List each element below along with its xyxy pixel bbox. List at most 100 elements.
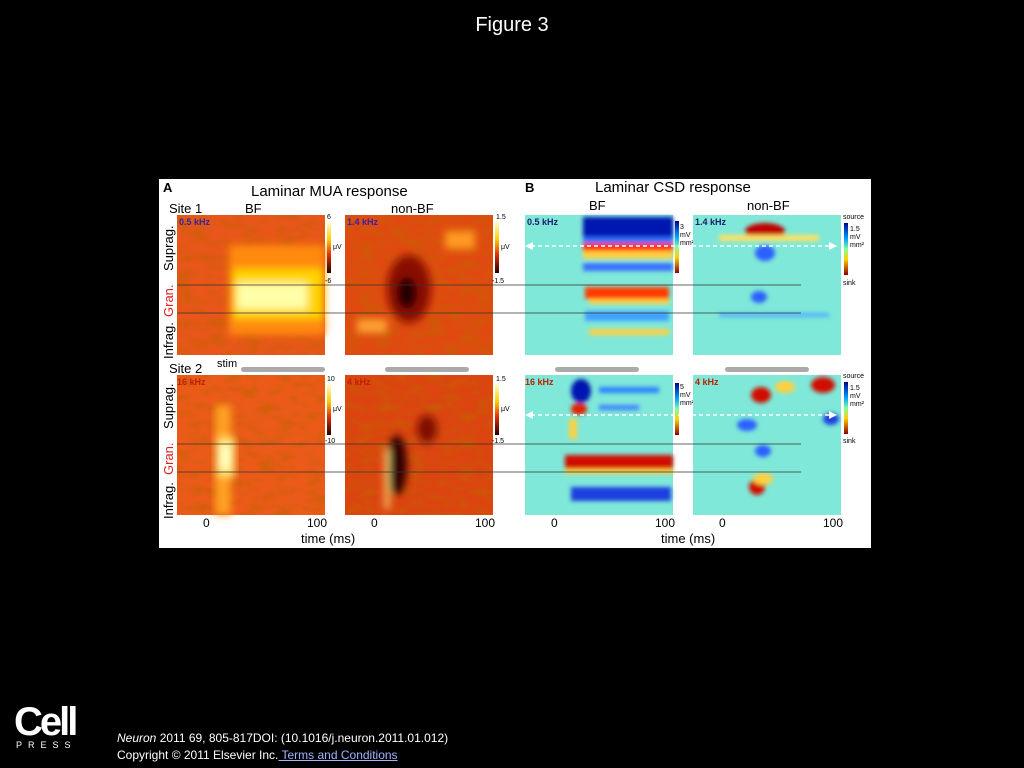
colorbar-min: -6 <box>325 278 331 285</box>
granular-boundary-lines <box>177 284 801 473</box>
colorbar-value: 1.5 <box>850 226 860 233</box>
colorbar-min: -1.5 <box>492 278 504 285</box>
colorbar-unit-denominator: mm² <box>850 242 865 249</box>
csd-dashed-arrows <box>531 245 831 416</box>
mua-heatmap-site2-nonbf: 4 kHz <box>345 375 493 515</box>
colorbar-source-label: source <box>843 214 864 221</box>
citation: Neuron 2011 69, 805-817DOI: (10.1016/j.n… <box>117 731 448 745</box>
layer-infragranular-label: Infrag. <box>161 322 176 359</box>
colorbar-unit-denominator: mm² <box>680 400 695 407</box>
mua-freq-label: 16 kHz <box>177 377 206 387</box>
colorbar-sink-label: sink <box>843 438 856 445</box>
csd-colorbar-site1-nonbf: source 1.5 mV mm² sink <box>843 214 865 287</box>
panel-a-title: Laminar MUA response <box>251 183 408 200</box>
panel-b-nonbf-heading: non-BF <box>747 198 790 213</box>
x-tick-label: 100 <box>655 516 675 530</box>
stim-bar <box>725 367 809 372</box>
stim-bar <box>385 367 469 372</box>
csd-heatmap-site2-nonbf: 4 kHz <box>693 375 841 515</box>
csd-colorbar-site2-bf: 5 mV mm² <box>675 383 695 435</box>
slide-title: Figure 3 <box>475 14 549 36</box>
x-axis-title: time (ms) <box>301 531 355 546</box>
colorbar-unit: mV <box>680 392 691 399</box>
colorbar-min: -1.5 <box>492 438 504 445</box>
x-axis-title: time (ms) <box>661 531 715 546</box>
colorbar-value: 1.5 <box>850 385 860 392</box>
panel-b-bf-heading: BF <box>589 198 606 213</box>
panel-a-x-axis: 0 100 0 100 time (ms) <box>203 516 495 546</box>
layer-granular-label: Gran. <box>161 442 176 475</box>
cell-logo-press: PRESS <box>16 740 77 750</box>
citation-details: 2011 69, 805-817DOI: (10.1016/j.neuron.2… <box>156 731 449 745</box>
figure-3-image: A Laminar MUA response Site 1 BF non-BF … <box>159 179 871 548</box>
csd-heatmap-site1-bf: 0.5 kHz <box>525 215 673 355</box>
colorbar-value: 3 <box>680 224 684 231</box>
colorbar-unit: μV <box>501 406 510 413</box>
csd-freq-label: 4 kHz <box>695 377 719 387</box>
csd-heatmap-site2-bf: 16 kHz <box>525 375 673 515</box>
stim-bar <box>241 367 325 372</box>
colorbar-max: 10 <box>327 376 335 383</box>
csd-freq-label: 1.4 kHz <box>695 217 727 227</box>
x-tick-label: 100 <box>307 516 327 530</box>
panel-a-nonbf-heading: non-BF <box>391 201 434 216</box>
copyright-line: Copyright © 2011 Elsevier Inc. Terms and… <box>117 748 398 762</box>
mua-heatmap-site1-nonbf: 1.4 kHz <box>345 215 493 355</box>
mua-colorbar-site2-bf: 10 μV -10 <box>325 376 342 445</box>
colorbar-value: 5 <box>680 384 684 391</box>
colorbar-unit: μV <box>333 244 342 251</box>
x-tick-label: 0 <box>203 516 210 530</box>
stim-bar <box>555 367 639 372</box>
site-2-label: Site 2 <box>169 361 202 376</box>
csd-colorbar-site1-bf: 3 mV mm² <box>675 221 695 273</box>
mua-colorbar-site1-nonbf: 1.5 μV -1.5 <box>492 214 510 285</box>
csd-freq-label: 16 kHz <box>525 377 554 387</box>
site-1-label: Site 1 <box>169 201 202 216</box>
stim-label: stim <box>217 358 237 370</box>
colorbar-max: 1.5 <box>496 376 506 383</box>
terms-and-conditions-link[interactable]: Terms and Conditions <box>278 748 398 762</box>
colorbar-source-label: source <box>843 373 864 380</box>
mua-freq-label: 1.4 kHz <box>347 217 379 227</box>
panel-b-x-axis: 0 100 0 100 time (ms) <box>551 516 843 546</box>
mua-colorbar-site1-bf: 6 μV -6 <box>325 214 342 285</box>
layer-supragranular-label: Suprag. <box>161 383 176 429</box>
x-tick-label: 0 <box>719 516 726 530</box>
csd-colorbar-site2-nonbf: source 1.5 mV mm² sink <box>843 373 865 445</box>
colorbar-unit: mV <box>850 393 861 400</box>
copyright-text: Copyright © 2011 Elsevier Inc. <box>117 748 279 762</box>
csd-freq-label: 0.5 kHz <box>527 217 559 227</box>
x-tick-label: 100 <box>823 516 843 530</box>
figure-svg: A Laminar MUA response Site 1 BF non-BF … <box>161 179 865 546</box>
panel-b-letter: B <box>525 180 534 195</box>
colorbar-unit: mV <box>850 234 861 241</box>
colorbar-unit-denominator: mm² <box>850 401 865 408</box>
x-tick-label: 0 <box>551 516 558 530</box>
panel-a-bf-heading: BF <box>245 201 262 216</box>
colorbar-unit: mV <box>680 232 691 239</box>
x-tick-label: 100 <box>475 516 495 530</box>
colorbar-unit: μV <box>501 244 510 251</box>
layer-supragranular-label: Suprag. <box>161 225 176 271</box>
cell-logo-word: Cell <box>14 700 78 744</box>
layer-granular-label: Gran. <box>161 284 176 317</box>
colorbar-max: 1.5 <box>496 214 506 221</box>
mua-freq-label: 4 kHz <box>347 377 371 387</box>
panel-a-letter: A <box>163 180 173 195</box>
site-1-layer-labels: Suprag. Gran. Infrag. <box>161 225 176 359</box>
mua-colorbar-site2-nonbf: 1.5 μV -1.5 <box>492 376 510 445</box>
layer-infragranular-label: Infrag. <box>161 482 176 519</box>
colorbar-sink-label: sink <box>843 280 856 287</box>
site-2-layer-labels: Suprag. Gran. Infrag. <box>161 383 176 519</box>
colorbar-max: 6 <box>327 214 331 221</box>
colorbar-unit-denominator: mm² <box>680 240 695 247</box>
colorbar-min: -10 <box>325 438 335 445</box>
journal-name: Neuron <box>117 731 157 745</box>
x-tick-label: 0 <box>371 516 378 530</box>
panel-b-title: Laminar CSD response <box>595 179 751 196</box>
cell-press-logo: Cell PRESS <box>14 700 86 752</box>
mua-freq-label: 0.5 kHz <box>179 217 211 227</box>
colorbar-unit: μV <box>333 406 342 413</box>
csd-arrowheads <box>525 242 837 419</box>
mua-heatmap-site2-bf: 16 kHz <box>177 375 325 515</box>
